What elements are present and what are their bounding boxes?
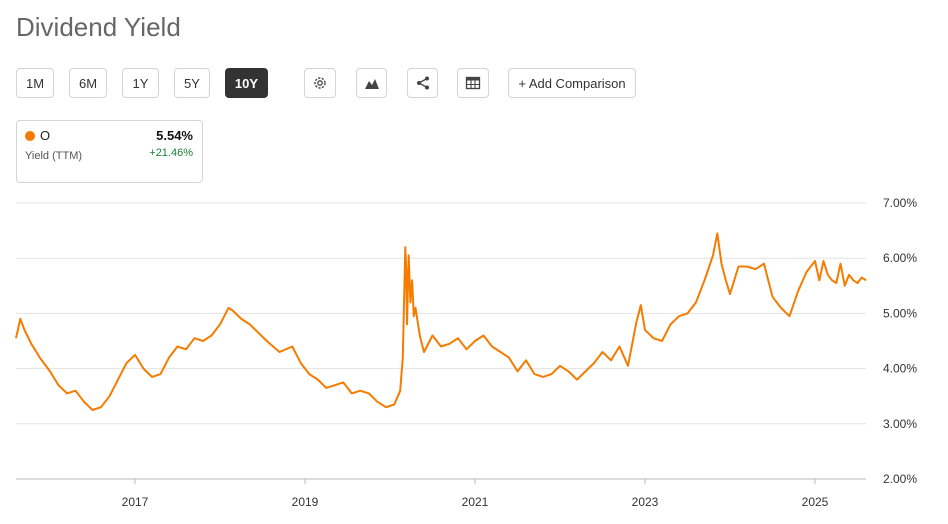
y-tick-label: 4.00%: [883, 362, 917, 376]
legend-ticker: O: [40, 128, 51, 143]
series-color-dot: [25, 131, 35, 141]
share-button[interactable]: [407, 68, 438, 98]
range-button-10y[interactable]: 10Y: [225, 68, 268, 98]
range-button-5y[interactable]: 5Y: [174, 68, 210, 98]
y-tick-label: 3.00%: [883, 417, 917, 431]
table-icon: [465, 76, 481, 90]
legend-card: O Yield (TTM) 5.54% +21.46%: [16, 120, 203, 183]
table-view-button[interactable]: [457, 68, 489, 98]
range-button-1y[interactable]: 1Y: [122, 68, 159, 98]
range-button-6m[interactable]: 6M: [69, 68, 107, 98]
share-icon: [416, 76, 429, 90]
legend-change: +21.46%: [149, 147, 193, 159]
add-comparison-button[interactable]: + Add Comparison: [508, 68, 636, 98]
page-title: Dividend Yield: [16, 12, 181, 42]
range-button-1m[interactable]: 1M: [16, 68, 54, 98]
y-tick-label: 2.00%: [883, 472, 917, 486]
chart-type-button[interactable]: [356, 68, 387, 98]
chart-type-icon: [364, 79, 379, 89]
settings-button[interactable]: [304, 68, 336, 98]
x-tick-label: 2017: [122, 495, 149, 509]
x-tick-label: 2021: [462, 495, 489, 509]
y-tick-label: 6.00%: [883, 251, 917, 265]
x-tick-label: 2023: [632, 495, 659, 509]
x-tick-label: 2019: [292, 495, 319, 509]
y-tick-label: 5.00%: [883, 306, 917, 320]
gear-icon: [314, 77, 326, 89]
legend-value: 5.54%: [156, 128, 193, 143]
x-tick-label: 2025: [802, 495, 829, 509]
legend-metric: Yield (TTM): [25, 150, 83, 162]
series-line-o: [15, 232, 867, 411]
y-tick-label: 7.00%: [883, 196, 917, 210]
